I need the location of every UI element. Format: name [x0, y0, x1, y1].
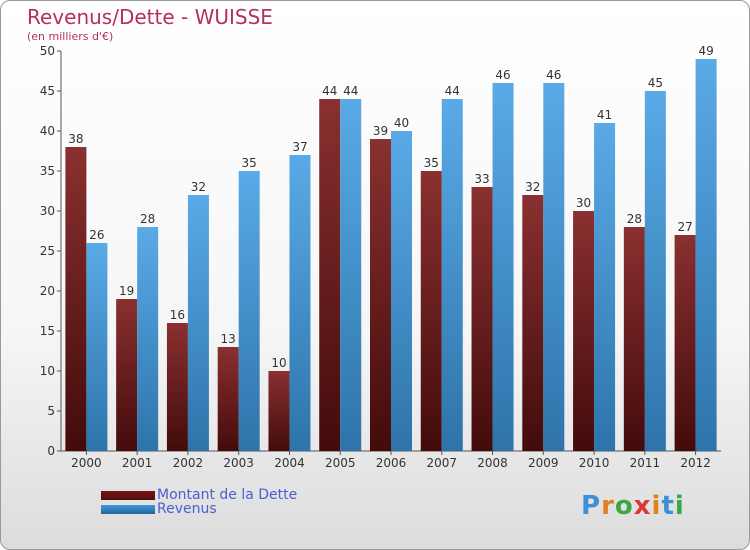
revenue-value-label: 49 — [698, 44, 713, 58]
y-tick-label: 35 — [40, 164, 55, 178]
legend-swatch-debt — [101, 490, 155, 500]
revenue-bar — [238, 171, 260, 451]
logo-letter: t — [661, 491, 675, 521]
legend-item-debt: Montant de la Dette — [101, 487, 297, 503]
x-tick-label: 2002 — [173, 456, 204, 470]
y-tick-label: 25 — [40, 244, 55, 258]
debt-bar — [268, 371, 290, 451]
x-tick-label: 2007 — [426, 456, 457, 470]
y-tick-label: 30 — [40, 204, 55, 218]
chart-subtitle: (en milliers d'€) — [27, 30, 114, 43]
revenue-value-label: 26 — [89, 228, 104, 242]
revenue-bar — [492, 83, 514, 451]
revenue-value-label: 37 — [292, 140, 307, 154]
x-tick-label: 2001 — [122, 456, 153, 470]
revenue-value-label: 44 — [343, 84, 358, 98]
debt-bar — [166, 323, 188, 451]
revenue-value-label: 45 — [648, 76, 663, 90]
y-tick-label: 0 — [47, 444, 55, 458]
y-tick-label: 40 — [40, 124, 55, 138]
x-tick-label: 2008 — [477, 456, 508, 470]
debt-bar — [116, 299, 138, 451]
revenue-value-label: 32 — [191, 180, 206, 194]
y-tick-label: 10 — [40, 364, 55, 378]
revenue-bar — [644, 91, 666, 451]
revenue-bar — [187, 195, 209, 451]
debt-value-label: 13 — [221, 332, 236, 346]
debt-value-label: 33 — [474, 172, 489, 186]
y-tick-label: 45 — [40, 84, 55, 98]
logo-letter: r — [601, 491, 615, 521]
revenue-bar — [391, 131, 412, 451]
chart-title: Revenus/Dette - WUISSE — [27, 5, 273, 29]
debt-value-label: 27 — [677, 220, 692, 234]
logo-letter: i — [651, 491, 662, 521]
debt-bar — [573, 211, 595, 451]
debt-bar — [319, 99, 341, 451]
logo-letter: o — [614, 491, 634, 521]
x-tick-label: 2012 — [680, 456, 711, 470]
revenue-value-label: 46 — [546, 68, 561, 82]
revenue-bar — [695, 59, 717, 451]
legend-label-revenue: Revenus — [157, 501, 217, 517]
debt-value-label: 35 — [424, 156, 439, 170]
y-tick-label: 15 — [40, 324, 55, 338]
debt-bar — [217, 347, 239, 451]
x-tick-label: 2009 — [528, 456, 559, 470]
x-tick-label: 2003 — [223, 456, 254, 470]
revenue-value-label: 46 — [495, 68, 510, 82]
debt-bar — [420, 171, 442, 451]
debt-value-label: 39 — [373, 124, 388, 138]
y-tick-label: 20 — [40, 284, 55, 298]
debt-bar — [370, 139, 391, 451]
revenue-value-label: 35 — [242, 156, 257, 170]
revenue-bar — [543, 83, 565, 451]
proxiti-logo: Proxiti — [581, 491, 685, 521]
x-tick-label: 2000 — [71, 456, 102, 470]
x-tick-label: 2004 — [274, 456, 305, 470]
revenue-value-label: 41 — [597, 108, 612, 122]
debt-bar — [522, 195, 544, 451]
x-tick-label: 2006 — [376, 456, 407, 470]
legend-item-revenue: Revenus — [101, 501, 217, 517]
revenue-bar — [594, 123, 616, 451]
debt-value-label: 30 — [576, 196, 591, 210]
legend-label-debt: Montant de la Dette — [157, 487, 298, 503]
x-tick-label: 2010 — [579, 456, 610, 470]
debt-value-label: 38 — [68, 132, 83, 146]
debt-value-label: 44 — [322, 84, 337, 98]
debt-value-label: 10 — [271, 356, 286, 370]
revenue-bar — [137, 227, 159, 451]
debt-value-label: 16 — [170, 308, 185, 322]
legend-swatch-revenue — [101, 504, 155, 514]
x-tick-label: 2011 — [630, 456, 661, 470]
revenue-bar — [340, 99, 362, 451]
revenue-bar — [441, 99, 463, 451]
debt-bar — [65, 147, 87, 451]
revenue-value-label: 40 — [394, 116, 409, 130]
debt-value-label: 28 — [627, 212, 642, 226]
logo-letter: i — [674, 491, 685, 521]
debt-value-label: 19 — [119, 284, 134, 298]
debt-bar — [623, 227, 645, 451]
debt-bar — [674, 235, 696, 451]
logo-letter: P — [581, 491, 602, 521]
revenue-bar — [86, 243, 108, 451]
revenue-value-label: 28 — [140, 212, 155, 226]
y-tick-label: 50 — [40, 44, 55, 58]
y-tick-label: 5 — [47, 404, 55, 418]
revenue-bar — [289, 155, 311, 451]
x-tick-label: 2005 — [325, 456, 356, 470]
debt-bar — [471, 187, 493, 451]
revenue-value-label: 44 — [445, 84, 460, 98]
logo-letter: x — [633, 491, 652, 521]
debt-value-label: 32 — [525, 180, 540, 194]
